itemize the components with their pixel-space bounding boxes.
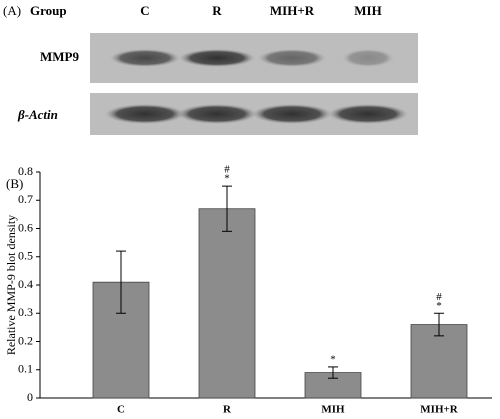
blot-band [342,49,394,67]
bar [198,208,256,399]
blot-band [258,49,326,67]
significance-mark: * [436,300,442,312]
row-label: β-Actin [17,107,58,122]
y-tick-label: 0.3 [18,305,33,319]
panel-label: (A) [3,3,21,18]
lane-label: C [140,3,149,18]
y-tick-label: 0.7 [18,192,33,206]
blot-band [328,104,408,124]
y-tick-label: 0.4 [18,277,33,291]
x-tick-label: MIH [321,404,345,416]
significance-mark: # [436,291,442,303]
x-tick-label: R [223,404,232,416]
lane-label: MIH+R [270,3,315,18]
y-tick-label: 0.2 [18,333,33,347]
significance-mark: * [330,353,336,365]
significance-mark: # [224,164,230,176]
lane-label: MIH [354,3,381,18]
y-tick-label: 0.8 [18,164,33,178]
blot-band [105,104,185,124]
blot-band [179,49,255,67]
x-tick-label: MIH+R [420,404,458,416]
panel-label: (B) [6,176,23,191]
significance-mark: * [224,173,230,185]
y-tick-label: 0.5 [18,249,33,263]
x-tick-label: C [117,404,125,416]
y-axis-label: Relative MMP-9 blot density [4,215,18,355]
blot-band [110,49,180,67]
y-tick-label: 0.6 [18,220,33,234]
lane-label: R [212,3,222,18]
y-tick-label: 0.1 [18,362,33,376]
group-label: Group [30,3,67,18]
blot-band [252,104,332,124]
y-tick-label: 0 [27,390,33,404]
row-label: MMP9 [40,49,79,64]
blot-band [177,104,257,124]
bar [410,324,468,399]
